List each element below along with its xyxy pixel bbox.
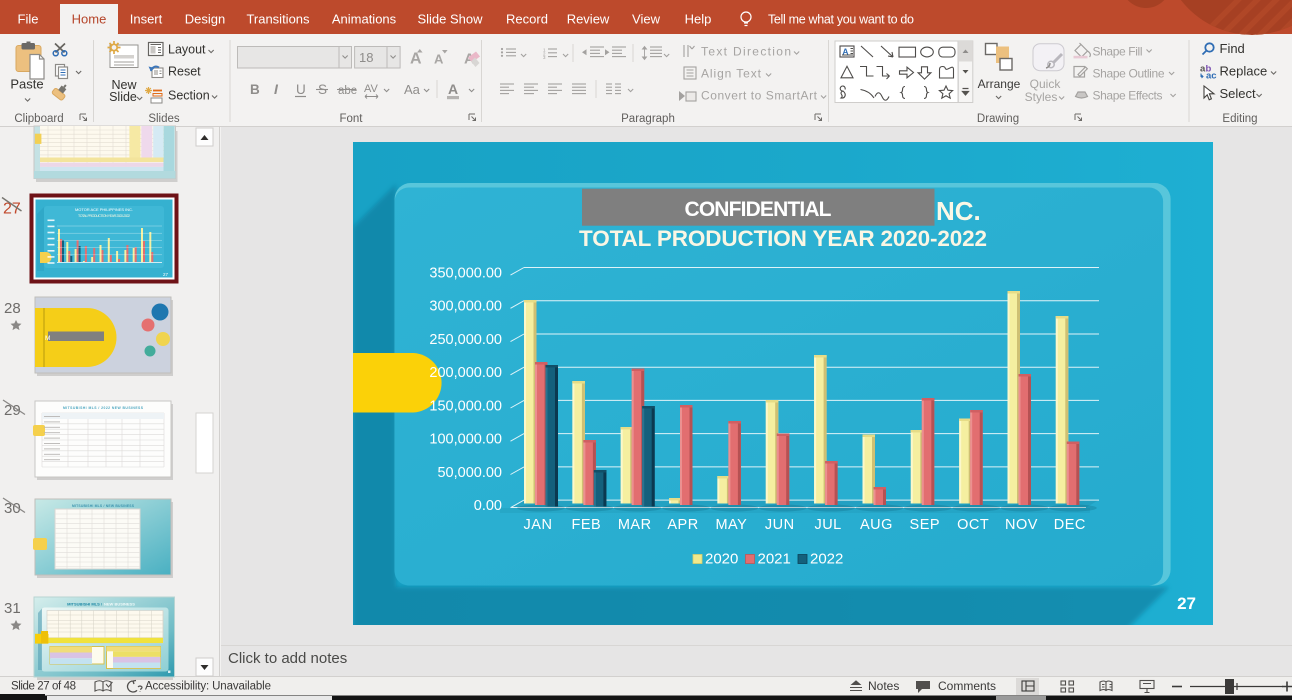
svg-text:Styles: Styles bbox=[1025, 90, 1058, 104]
svg-text:30: 30 bbox=[4, 500, 21, 517]
svg-text:NOV: NOV bbox=[1005, 517, 1038, 533]
svg-text:Drawing: Drawing bbox=[977, 113, 1019, 125]
svg-text:Reset: Reset bbox=[168, 65, 201, 79]
svg-text:A: A bbox=[448, 81, 458, 97]
svg-text:Slide Show: Slide Show bbox=[417, 12, 483, 27]
svg-text:Shape Outline: Shape Outline bbox=[1093, 67, 1165, 81]
svg-text:Slides: Slides bbox=[148, 113, 180, 125]
svg-text:JUL: JUL bbox=[814, 517, 841, 533]
svg-text:SEP: SEP bbox=[910, 517, 941, 533]
svg-text:Clipboard: Clipboard bbox=[14, 113, 63, 125]
svg-text:Comments: Comments bbox=[938, 679, 996, 693]
svg-text:Replace: Replace bbox=[1220, 64, 1268, 79]
svg-text:Transitions: Transitions bbox=[246, 12, 310, 27]
svg-text:A: A bbox=[434, 52, 444, 67]
svg-text:Editing: Editing bbox=[1222, 113, 1257, 125]
svg-text:Slide: Slide bbox=[109, 90, 137, 104]
svg-text:Layout: Layout bbox=[168, 43, 206, 57]
svg-text:31: 31 bbox=[4, 600, 21, 617]
svg-text:28: 28 bbox=[4, 300, 21, 317]
svg-text:Align Text: Align Text bbox=[701, 67, 762, 81]
svg-text:TOTAL PRODUCTION YEAR 2020-202: TOTAL PRODUCTION YEAR 2020-2022 bbox=[78, 214, 130, 218]
svg-text:A: A bbox=[410, 51, 422, 68]
svg-text:Paste: Paste bbox=[10, 77, 43, 92]
svg-text:B: B bbox=[250, 82, 260, 97]
svg-text:A: A bbox=[842, 47, 848, 57]
svg-text:Insert: Insert bbox=[130, 12, 163, 27]
svg-text:Arrange: Arrange bbox=[978, 77, 1021, 91]
svg-text:Help: Help bbox=[685, 12, 712, 27]
svg-text:JAN: JAN bbox=[524, 517, 553, 533]
svg-text:2021: 2021 bbox=[758, 551, 791, 568]
svg-text:Select: Select bbox=[1220, 86, 1257, 101]
svg-text:AV: AV bbox=[364, 83, 379, 95]
svg-text:JUN: JUN bbox=[765, 517, 795, 533]
svg-text:OCT: OCT bbox=[957, 517, 989, 533]
svg-text:Section: Section bbox=[168, 89, 210, 103]
svg-text:NEW BUSINESS: NEW BUSINESS bbox=[104, 602, 135, 607]
svg-text:Record: Record bbox=[506, 12, 548, 27]
svg-text:350,000.00: 350,000.00 bbox=[429, 266, 502, 282]
svg-text:Shape Effects: Shape Effects bbox=[1093, 89, 1163, 103]
svg-text:Accessibility: Unavailable: Accessibility: Unavailable bbox=[145, 681, 271, 693]
svg-text:CONFIDENTIAL: CONFIDENTIAL bbox=[685, 198, 832, 221]
svg-text:M: M bbox=[45, 335, 50, 342]
svg-text:27: 27 bbox=[1177, 594, 1196, 613]
svg-text:150,000.00: 150,000.00 bbox=[429, 398, 502, 414]
svg-text:Quick: Quick bbox=[1030, 77, 1062, 91]
svg-text:APR: APR bbox=[667, 517, 698, 533]
svg-text:a: a bbox=[1200, 64, 1206, 75]
svg-text:File: File bbox=[18, 12, 39, 27]
svg-text:300,000.00: 300,000.00 bbox=[429, 299, 502, 315]
svg-text:0.00: 0.00 bbox=[474, 498, 502, 514]
svg-text:ac: ac bbox=[1206, 71, 1217, 82]
svg-text:I: I bbox=[274, 81, 279, 97]
svg-text:100,000.00: 100,000.00 bbox=[429, 432, 502, 448]
svg-text:MOTOR ACE PHILIPPINES INC.: MOTOR ACE PHILIPPINES INC. bbox=[75, 207, 133, 212]
svg-text:AUG: AUG bbox=[860, 517, 893, 533]
svg-text:Design: Design bbox=[185, 12, 225, 27]
svg-text:2: 2 bbox=[543, 51, 546, 56]
svg-text:Home: Home bbox=[72, 12, 107, 27]
svg-text:U: U bbox=[296, 82, 306, 97]
svg-text:NC.: NC. bbox=[936, 196, 981, 226]
svg-text:FEB: FEB bbox=[571, 517, 601, 533]
svg-text:29: 29 bbox=[4, 402, 21, 419]
svg-text:Animations: Animations bbox=[332, 12, 397, 27]
svg-text:Tell me what you want to do: Tell me what you want to do bbox=[768, 13, 914, 27]
svg-text:Aa: Aa bbox=[404, 82, 421, 97]
svg-text:DEC: DEC bbox=[1054, 517, 1086, 533]
svg-text:Convert to SmartArt: Convert to SmartArt bbox=[701, 89, 818, 103]
svg-text:MAY: MAY bbox=[715, 517, 747, 533]
svg-text:b: b bbox=[1206, 64, 1212, 75]
svg-text:abe: abe bbox=[338, 85, 357, 97]
svg-text:2022: 2022 bbox=[810, 551, 843, 568]
svg-text:250,000.00: 250,000.00 bbox=[429, 332, 502, 348]
svg-text:200,000.00: 200,000.00 bbox=[429, 365, 502, 381]
svg-text:1: 1 bbox=[543, 48, 546, 53]
svg-text:Review: Review bbox=[567, 12, 610, 27]
svg-text:27: 27 bbox=[163, 272, 169, 277]
svg-text:MITSUBISHI MLS / 2022 NEW BUSI: MITSUBISHI MLS / 2022 NEW BUSINESS bbox=[63, 406, 144, 410]
svg-text:50,000.00: 50,000.00 bbox=[437, 465, 502, 481]
svg-text:Click to add notes: Click to add notes bbox=[228, 650, 347, 667]
svg-text:MITSUBISHI MLS /: MITSUBISHI MLS / bbox=[67, 602, 103, 607]
svg-text:Text Direction: Text Direction bbox=[701, 45, 791, 59]
svg-text:27: 27 bbox=[3, 201, 21, 218]
svg-text:3: 3 bbox=[543, 55, 546, 60]
svg-text:MAR: MAR bbox=[618, 517, 652, 533]
svg-text:MITSUBISHI MLS / NEW BUSINESS: MITSUBISHI MLS / NEW BUSINESS bbox=[72, 504, 135, 508]
svg-text:18: 18 bbox=[359, 50, 373, 65]
svg-text:Notes: Notes bbox=[868, 679, 899, 693]
svg-text:TOTAL PRODUCTION YEAR 2020-202: TOTAL PRODUCTION YEAR 2020-2022 bbox=[579, 226, 987, 251]
svg-text:Shape Fill: Shape Fill bbox=[1093, 45, 1143, 59]
svg-text:Font: Font bbox=[339, 113, 363, 125]
svg-text:2020: 2020 bbox=[705, 551, 738, 568]
svg-text:Find: Find bbox=[1220, 41, 1245, 56]
svg-text:View: View bbox=[632, 12, 661, 27]
svg-text:Slide 27 of 48: Slide 27 of 48 bbox=[11, 681, 76, 693]
svg-text:New: New bbox=[111, 78, 137, 92]
svg-text:Paragraph: Paragraph bbox=[621, 113, 675, 125]
